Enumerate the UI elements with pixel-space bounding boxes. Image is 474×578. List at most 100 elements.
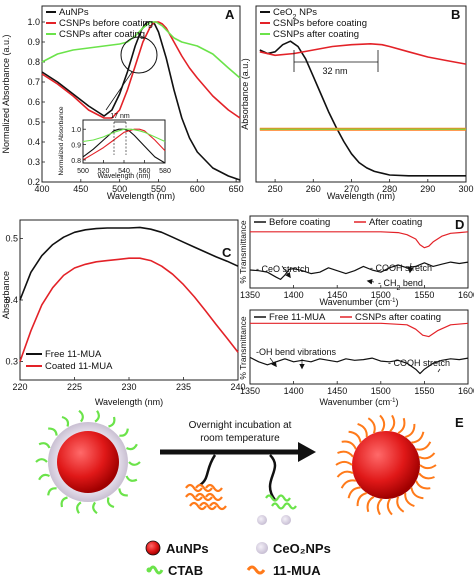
ctab-ligand: [126, 443, 138, 451]
d-top-annot-cooh: - COOH stretch: [370, 263, 432, 273]
panel-b-xtick-label: 290: [420, 184, 435, 194]
panel-a-xlabel: Wavelength (nm): [107, 191, 175, 201]
legend-free-mua: Free 11-MUA: [45, 349, 102, 360]
panel-a-ytick-label: 0.5: [27, 117, 40, 127]
b-annotation: 32 nm: [322, 66, 347, 76]
panel-a-y-ticks: 0.2 0.3 0.4 0.5 0.6 0.7 0.8 0.9 1.0: [27, 17, 45, 187]
panel-d-top-line-1: [250, 231, 469, 249]
mua-ligand: [415, 441, 432, 451]
released-ctab: [257, 494, 297, 525]
panel-b-ylabel: Absorbance (a.u.): [240, 58, 250, 130]
ctab-ligand: [60, 496, 68, 508]
panel-c-xlabel: Wavelength (nm): [95, 397, 163, 407]
inset-series: [82, 128, 166, 164]
legend-coated-mua: Coated 11-MUA: [45, 361, 113, 372]
panel-c-xtick-label: 230: [121, 382, 136, 392]
inset-xtick-label: 580: [159, 168, 171, 175]
panel-c-legend: Free 11-MUA Coated 11-MUA: [26, 349, 113, 372]
panel-a-ylabel: Normalized Absorbance (a.u.): [1, 34, 11, 153]
inset-line-1: [82, 128, 166, 161]
panel-b-xlabel: Wavelength (nm): [327, 191, 395, 201]
panel-d-top-xtick-label: 1550: [414, 290, 434, 300]
panel-a-xtick-label: 600: [190, 184, 205, 194]
panel-d-top-series: [249, 231, 469, 280]
released-ceo2-2: [281, 515, 291, 525]
inset-ticks: 500 520 540 560 580 0.8 0.9 1.0: [71, 127, 171, 175]
panel-a-ytick-label: 0.3: [27, 157, 40, 167]
panel-a-label: A: [225, 7, 235, 22]
mua-molecule: [189, 501, 207, 511]
inset-xlabel: Wavelength (nm): [97, 173, 150, 180]
panel-a: 0.2 0.3 0.4 0.5 0.6 0.7 0.8 0.9 1.0 400 450 500 550…: [1, 5, 244, 201]
panel-d-top: 1350 1400 1450 1500 1550 1600 D Before coatin…: [238, 215, 474, 307]
mua-cluster: [185, 483, 227, 511]
panel-b-label: B: [451, 7, 460, 22]
panel-d-bottom-xtick-label: 1600: [458, 386, 474, 396]
mua-ligand: [341, 440, 357, 450]
mua-ligand: [419, 464, 437, 470]
panel-a-xtick-label: 650: [229, 184, 244, 194]
mua-molecule: [195, 483, 213, 493]
legend-ctab-icon: [148, 565, 164, 575]
branch-arrow-ctab: [268, 454, 277, 501]
panel-a-xtick-label: 550: [151, 184, 166, 194]
panel-d-bottom-x-ticks: 1350 1400 1450 1500 1550 1600: [240, 381, 474, 396]
panel-c-line-free-mua: [19, 226, 239, 301]
mua-ligand: [357, 422, 368, 438]
inset-line-2: [82, 128, 166, 143]
mua-ligand: [335, 460, 353, 466]
panel-d-top-xtick-label: 1400: [284, 290, 304, 300]
mua-molecule: [209, 501, 227, 511]
ctab-ligand: [78, 409, 84, 423]
ctab-ligand: [76, 501, 82, 514]
mua-ligand: [397, 417, 406, 435]
d-top-annot-ceo: - CeO stretch: [256, 264, 310, 274]
panel-d-top-line-0: [249, 261, 469, 280]
mua-ligand: [366, 495, 375, 513]
panel-a-ytick-label: 0.7: [27, 77, 40, 87]
panel-a-ytick-label: 0.2: [27, 177, 40, 187]
legend-mua-label: 11-MUA: [273, 563, 321, 578]
ctab-ligand: [125, 475, 138, 482]
panel-a-ytick-label: 0.8: [27, 57, 40, 67]
panel-b-legend: CeO2 NPs CSNPs before coating CSNPs afte…: [260, 7, 367, 40]
legend-aunps: AuNPs: [59, 7, 89, 18]
ctab-ligand: [94, 410, 100, 423]
mua-ligand: [396, 496, 405, 513]
panel-a-x-ticks: 400 450 500 550 600 650: [34, 179, 244, 194]
panel-c: 0.3 0.4 0.5 220 225 230 235 240 C Wavelength (…: [1, 219, 246, 407]
reaction-arrowhead: [298, 442, 316, 462]
mua-molecule: [185, 483, 203, 493]
d-bottom-arrow-oh1: [269, 357, 277, 368]
panel-d-bottom-line-1: [250, 322, 469, 338]
panel-a-inset: 500 520 540 560 580 0.8 0.9 1.0 17 nm Wavelengt…: [58, 106, 171, 180]
legend-b-before-coating: CSNPs before coating: [273, 18, 367, 29]
legend-b-after-coating: CSNPs after coating: [273, 29, 359, 40]
panel-e-schematic: E Overnight incubation at room temperatu…: [35, 409, 464, 578]
legend-d-before: Before coating: [269, 217, 330, 228]
panel-d-top-xtick-label: 1500: [371, 290, 391, 300]
panel-a-line-after-coating: [41, 21, 241, 79]
panel-d-bottom-ylabel: % Transmittance: [238, 316, 248, 380]
released-ctab-molecule: [277, 494, 291, 502]
panel-c-ytick-label: 0.3: [5, 357, 18, 367]
panel-c-xtick-label: 240: [230, 382, 245, 392]
panel-c-series: [19, 226, 239, 362]
mua-molecule: [195, 492, 213, 502]
ctab-ligand: [48, 427, 58, 436]
mua-ligand: [411, 431, 425, 444]
arrow-label-line1: Overnight incubation at: [189, 420, 292, 431]
mua-ligand: [336, 470, 354, 478]
panel-b-x-ticks: 250 260 270 280 290 300: [268, 179, 474, 194]
ctab-ligand: [92, 501, 98, 515]
panel-b-line-ceo2: [259, 40, 466, 177]
panel-a-ytick-label: 0.4: [27, 137, 40, 147]
ctab-ligand: [61, 415, 70, 427]
mua-ligand: [386, 498, 393, 516]
peak-highlight-circle: [120, 36, 158, 74]
d-bottom-annot-cooh: - COOH stretch: [388, 358, 450, 368]
panel-c-xtick-label: 220: [12, 382, 27, 392]
panel-d-top-xtick-label: 1350: [240, 290, 260, 300]
panel-b-line-before-coating: [259, 42, 467, 65]
mua-ligand: [337, 450, 354, 458]
